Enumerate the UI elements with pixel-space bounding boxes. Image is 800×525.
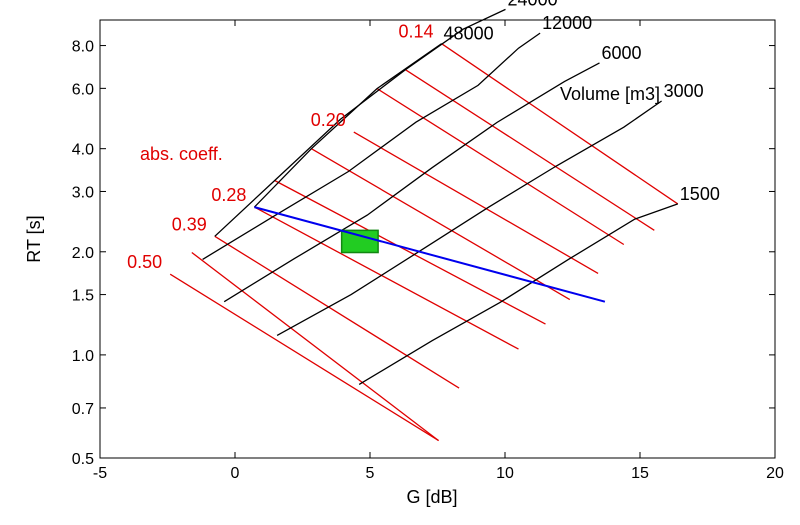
- abs-coeff-line-label: 0.50: [127, 252, 162, 272]
- abs-coeff-line: [353, 131, 599, 274]
- volume-line: [223, 62, 600, 303]
- y-axis-title: RT [s]: [24, 215, 44, 262]
- abs-coeff-line: [191, 251, 439, 442]
- y-tick-label: 0.5: [72, 451, 94, 468]
- nomogram-lines: [169, 8, 679, 442]
- abs-coeff-line: [311, 148, 571, 301]
- volume-line: [202, 32, 541, 260]
- abs-coeff-legend-label: abs. coeff.: [140, 144, 223, 164]
- abs-coeff-line-label: 0.28: [211, 185, 246, 205]
- volume-line-label: 6000: [602, 43, 642, 63]
- x-tick-label: -5: [93, 465, 107, 482]
- y-tick-label: 1.0: [72, 348, 94, 365]
- volume-line-label: 24000: [508, 0, 558, 9]
- y-tick-label: 3.0: [72, 184, 94, 201]
- volume-line: [358, 203, 679, 385]
- x-tick-label: 0: [231, 465, 240, 482]
- volume-line: [276, 100, 662, 336]
- abs-coeff-line: [169, 273, 439, 442]
- y-tick-label: 1.5: [72, 288, 94, 305]
- y-tick-label: 4.0: [72, 142, 94, 159]
- plot-frame: [99, 19, 776, 459]
- x-axis-title: G [dB]: [406, 487, 457, 507]
- volume-line-label: 3000: [664, 81, 704, 101]
- volume-line-label: 1500: [680, 184, 720, 204]
- x-tick-label: 5: [366, 465, 375, 482]
- y-tick-label: 8.0: [72, 39, 94, 56]
- axis-ticks: -5 0 5 10 15 20 0.5 0.7 1.0 1.5 2.0 3.0 4.0 6.0 8.0: [72, 20, 784, 482]
- y-tick-label: 0.7: [72, 401, 94, 418]
- abs-coeff-line: [254, 206, 519, 350]
- abs-coeff-line: [214, 235, 460, 389]
- line-labels: 4800024000120006000300015000.140.200.280…: [127, 0, 720, 272]
- x-tick-label: 15: [631, 465, 649, 482]
- abs-coeff-line: [441, 43, 679, 205]
- volume-line: [214, 8, 506, 237]
- volume-line-label: 12000: [542, 13, 592, 33]
- x-tick-label: 20: [766, 465, 784, 482]
- y-tick-label: 6.0: [72, 81, 94, 98]
- abs-coeff-line: [376, 88, 625, 246]
- abs-coeff-line: [405, 69, 655, 231]
- trend-line: [254, 206, 606, 303]
- volume-line-label: 48000: [444, 24, 494, 44]
- abs-coeff-line: [274, 179, 546, 325]
- x-tick-label: 10: [496, 465, 514, 482]
- measured-range-box: [340, 229, 379, 254]
- volume-line: [253, 43, 442, 208]
- abs-coeff-line-label: 0.14: [399, 22, 434, 42]
- volume-legend-label: Volume [m3]: [560, 84, 660, 104]
- abs-coeff-line-label: 0.20: [311, 110, 346, 130]
- abs-coeff-line-label: 0.39: [172, 214, 207, 234]
- y-tick-label: 2.0: [72, 245, 94, 262]
